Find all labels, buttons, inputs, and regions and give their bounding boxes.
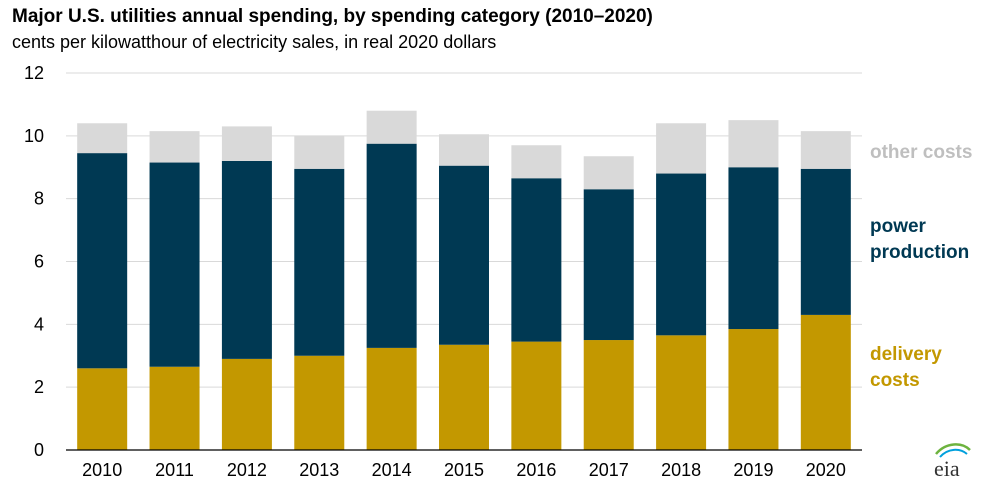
y-tick-label: 0 xyxy=(34,440,44,460)
bar-delivery-costs-2017 xyxy=(583,340,634,450)
bar-delivery-costs-2018 xyxy=(656,335,707,450)
bar-power-production-2016 xyxy=(511,178,562,342)
bar-other-costs-2012 xyxy=(221,126,272,161)
bar-other-costs-2020 xyxy=(800,131,851,169)
x-tick-label: 2015 xyxy=(444,460,484,480)
bar-delivery-costs-2020 xyxy=(800,314,851,450)
x-tick-label: 2014 xyxy=(372,460,412,480)
bar-power-production-2019 xyxy=(728,167,779,330)
bar-delivery-costs-2013 xyxy=(294,355,345,450)
bar-other-costs-2018 xyxy=(656,123,707,174)
legend-label-delivery-costs: costs xyxy=(870,370,920,391)
bar-delivery-costs-2012 xyxy=(221,358,272,450)
eia-logo-text: eia xyxy=(934,456,960,480)
x-tick-label: 2011 xyxy=(155,460,194,480)
y-tick-label: 8 xyxy=(34,189,44,209)
bar-other-costs-2017 xyxy=(583,156,634,190)
bar-power-production-2017 xyxy=(583,189,634,341)
eia-logo-icon: eia xyxy=(934,443,971,480)
bar-delivery-costs-2014 xyxy=(366,347,417,450)
y-tick-label: 6 xyxy=(34,252,44,272)
bar-delivery-costs-2016 xyxy=(511,341,562,450)
bar-delivery-costs-2015 xyxy=(439,344,489,450)
bar-other-costs-2011 xyxy=(149,131,200,163)
bar-power-production-2013 xyxy=(294,168,345,356)
bar-other-costs-2014 xyxy=(366,110,417,144)
bar-delivery-costs-2010 xyxy=(77,368,128,450)
bar-other-costs-2010 xyxy=(77,123,128,154)
bar-other-costs-2016 xyxy=(511,145,562,179)
bar-power-production-2020 xyxy=(800,168,851,315)
bar-power-production-2015 xyxy=(439,165,489,345)
bar-other-costs-2013 xyxy=(294,135,345,169)
x-tick-label: 2010 xyxy=(82,460,122,480)
x-tick-label: 2018 xyxy=(661,460,701,480)
legend-label-delivery-costs: delivery xyxy=(870,344,942,365)
bar-other-costs-2015 xyxy=(439,134,489,166)
legend-label-power-production: production xyxy=(870,242,969,263)
bar-power-production-2014 xyxy=(366,143,417,348)
x-tick-label: 2020 xyxy=(806,460,846,480)
chart-title: Major U.S. utilities annual spending, by… xyxy=(12,6,653,27)
bar-power-production-2010 xyxy=(77,153,128,369)
y-tick-label: 10 xyxy=(24,126,44,146)
bar-power-production-2011 xyxy=(149,162,200,367)
x-tick-label: 2012 xyxy=(227,460,267,480)
legend-label-power-production: power xyxy=(870,216,927,237)
bar-delivery-costs-2019 xyxy=(728,329,779,450)
bar-other-costs-2019 xyxy=(728,120,779,168)
bar-delivery-costs-2011 xyxy=(149,366,200,450)
chart-subtitle: cents per kilowatthour of electricity sa… xyxy=(12,32,497,52)
x-tick-label: 2013 xyxy=(299,460,339,480)
x-tick-label: 2019 xyxy=(733,460,773,480)
y-tick-label: 2 xyxy=(34,377,44,397)
y-tick-label: 12 xyxy=(24,63,44,83)
y-tick-label: 4 xyxy=(34,314,44,334)
x-tick-label: 2016 xyxy=(516,460,556,480)
bar-power-production-2012 xyxy=(221,160,272,359)
legend-label-other-costs: other costs xyxy=(870,142,972,163)
x-tick-label: 2017 xyxy=(589,460,629,480)
bar-power-production-2018 xyxy=(656,173,707,336)
